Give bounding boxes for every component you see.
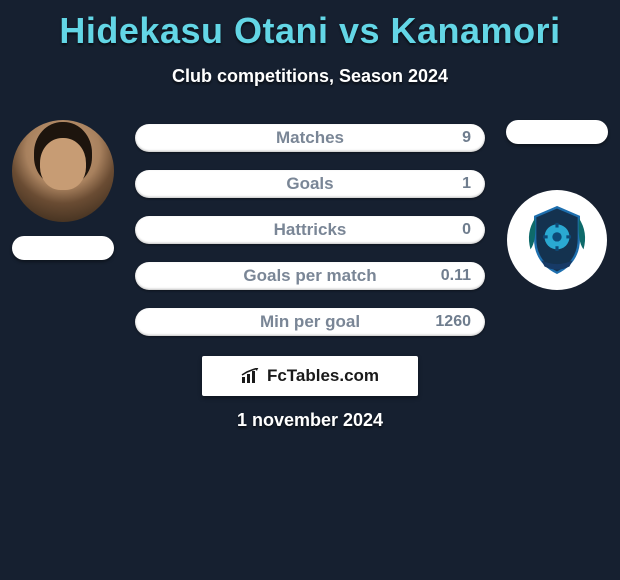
bar-chart-icon <box>241 368 261 384</box>
stat-value: 1260 <box>435 313 471 331</box>
stat-row-goals: Goals 1 <box>135 170 485 198</box>
stat-row-min-per-goal: Min per goal 1260 <box>135 308 485 336</box>
stat-value: 9 <box>462 129 471 147</box>
stat-label: Goals per match <box>243 266 376 286</box>
brand-text: FcTables.com <box>267 366 379 386</box>
player-right-club-pill <box>506 120 608 144</box>
stat-label: Matches <box>276 128 344 148</box>
player-left-club-pill <box>12 236 114 260</box>
brand-badge: FcTables.com <box>202 356 418 396</box>
stat-row-matches: Matches 9 <box>135 124 485 152</box>
subtitle: Club competitions, Season 2024 <box>0 66 620 87</box>
crest-icon <box>518 201 596 279</box>
player-right-column <box>502 120 612 290</box>
stat-row-hattricks: Hattricks 0 <box>135 216 485 244</box>
date-text: 1 november 2024 <box>0 410 620 431</box>
player-left-avatar <box>12 120 114 222</box>
stat-value: 1 <box>462 175 471 193</box>
stat-label: Hattricks <box>274 220 347 240</box>
page-title: Hidekasu Otani vs Kanamori <box>0 0 620 52</box>
stat-label: Min per goal <box>260 312 360 332</box>
stat-row-goals-per-match: Goals per match 0.11 <box>135 262 485 290</box>
stat-label: Goals <box>286 174 333 194</box>
stats-bars: Matches 9 Goals 1 Hattricks 0 Goals per … <box>135 124 485 336</box>
player-left-column <box>8 120 118 260</box>
stat-value: 0.11 <box>441 267 471 285</box>
player-right-crest <box>507 190 607 290</box>
stat-value: 0 <box>462 221 471 239</box>
